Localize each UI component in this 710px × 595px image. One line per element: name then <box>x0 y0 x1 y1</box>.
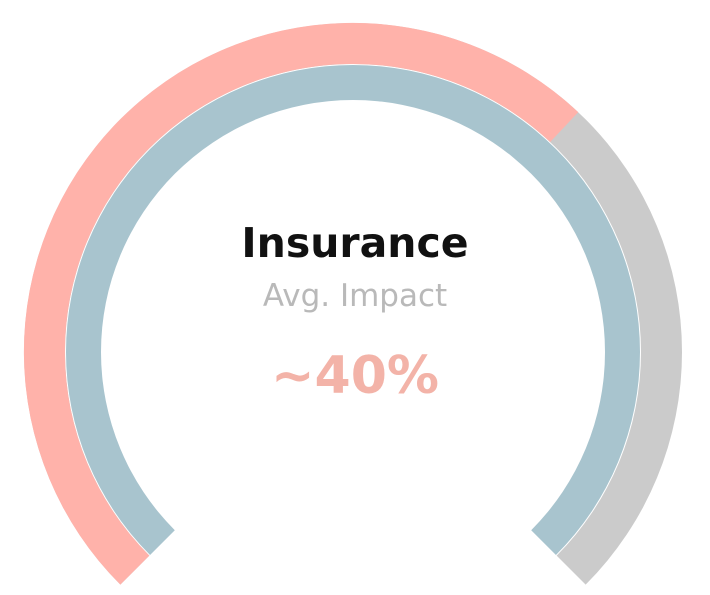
gauge-value: ~40% <box>270 346 440 406</box>
gauge-title: Insurance <box>241 219 469 267</box>
outer-progress-arc <box>23 22 579 585</box>
gauge-subtitle: Avg. Impact <box>262 278 448 314</box>
inner-ring-arc <box>66 65 641 555</box>
